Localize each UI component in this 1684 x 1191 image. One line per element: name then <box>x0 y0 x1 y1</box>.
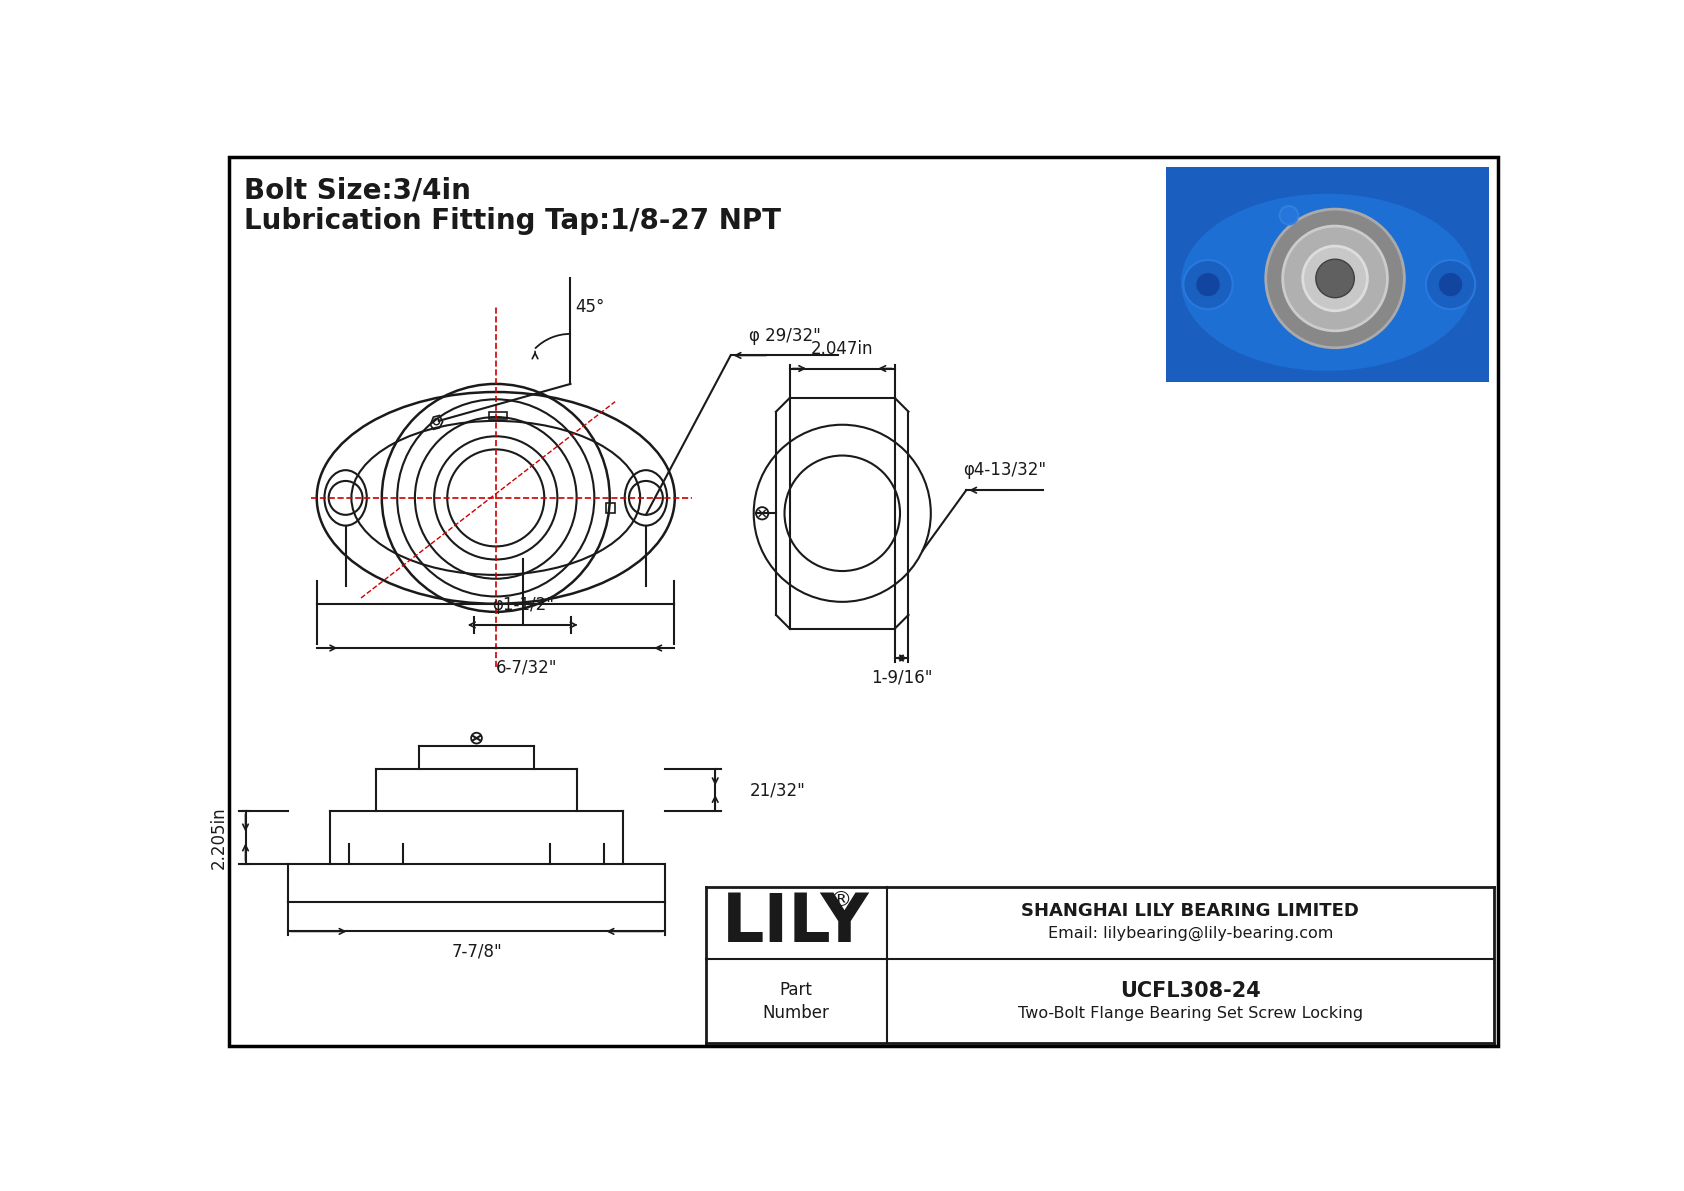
Text: ®: ® <box>830 890 852 910</box>
Bar <box>606 503 615 513</box>
Bar <box>488 412 507 418</box>
Text: 45°: 45° <box>574 298 605 316</box>
Text: 21/32": 21/32" <box>749 781 805 799</box>
Text: 1-9/16": 1-9/16" <box>871 669 933 687</box>
Circle shape <box>1280 206 1298 225</box>
Text: 2.205in: 2.205in <box>209 806 227 868</box>
Text: Two-Bolt Flange Bearing Set Screw Locking: Two-Bolt Flange Bearing Set Screw Lockin… <box>1017 1005 1362 1021</box>
Circle shape <box>1266 210 1404 348</box>
Circle shape <box>1426 260 1475 310</box>
Text: Lubrication Fitting Tap:1/8-27 NPT: Lubrication Fitting Tap:1/8-27 NPT <box>244 207 781 235</box>
Ellipse shape <box>1180 194 1474 370</box>
Circle shape <box>1315 260 1354 298</box>
Circle shape <box>1283 226 1388 331</box>
Circle shape <box>1438 273 1463 297</box>
Text: 7-7/8": 7-7/8" <box>451 942 502 960</box>
Bar <box>1165 167 1489 382</box>
Text: SHANGHAI LILY BEARING LIMITED: SHANGHAI LILY BEARING LIMITED <box>1022 902 1359 919</box>
Text: Bolt Size:3/4in: Bolt Size:3/4in <box>244 176 472 204</box>
Text: Email: lilybearing@lily-bearing.com: Email: lilybearing@lily-bearing.com <box>1047 927 1334 941</box>
Text: 2.047in: 2.047in <box>812 339 874 357</box>
Text: UCFL308-24: UCFL308-24 <box>1120 980 1261 1000</box>
Circle shape <box>1196 273 1221 297</box>
Text: φ 29/32": φ 29/32" <box>749 326 820 344</box>
Circle shape <box>1303 247 1367 311</box>
Circle shape <box>1184 260 1233 310</box>
Text: φ4-13/32": φ4-13/32" <box>963 461 1046 480</box>
Text: 6-7/32": 6-7/32" <box>495 659 557 676</box>
Text: φ1-1/2": φ1-1/2" <box>492 597 554 615</box>
Text: LILY: LILY <box>722 890 871 956</box>
Text: Part
Number: Part Number <box>763 980 830 1022</box>
